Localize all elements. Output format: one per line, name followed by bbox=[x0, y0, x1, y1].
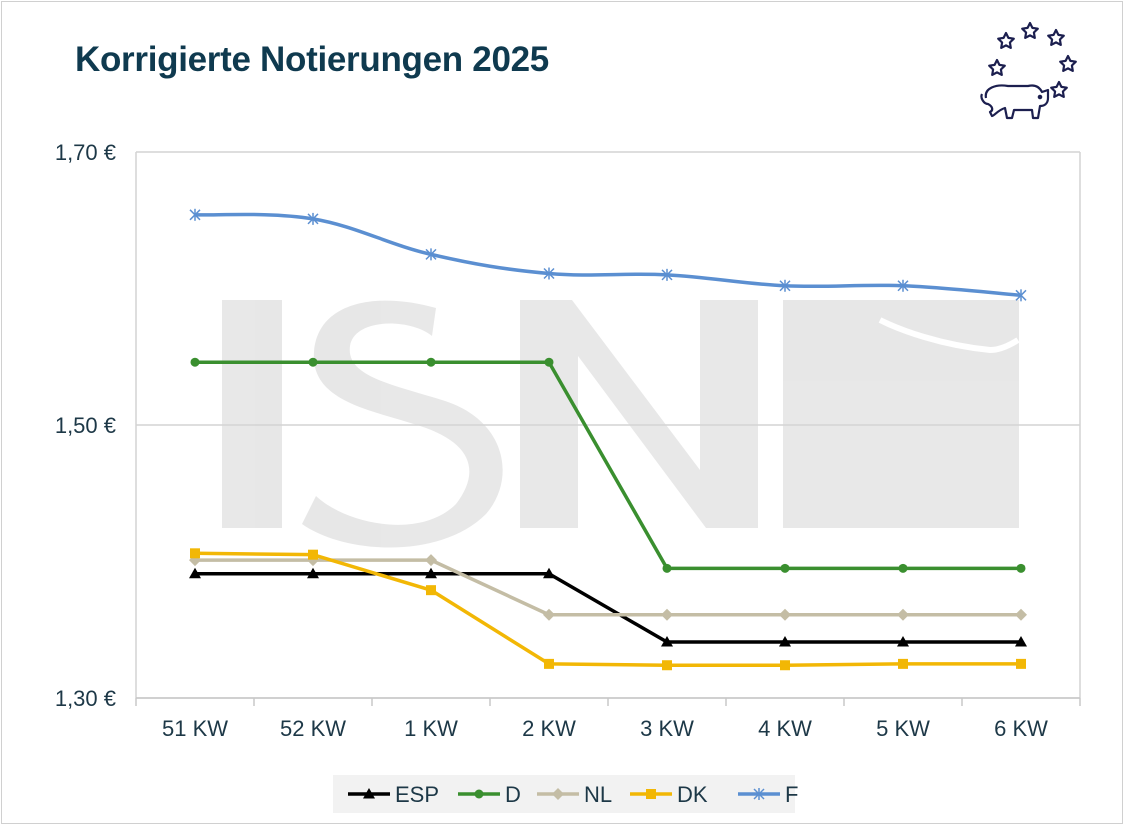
legend-marker-dk bbox=[646, 789, 656, 799]
data-point-dk bbox=[662, 660, 672, 671]
series-line-f bbox=[194, 212, 1022, 298]
data-point-nl bbox=[543, 608, 555, 621]
data-point-d bbox=[426, 357, 436, 367]
pig-stars-logo-icon bbox=[980, 21, 1077, 120]
series-f bbox=[189, 208, 1027, 302]
data-point-nl bbox=[1015, 608, 1027, 621]
series-nl bbox=[189, 554, 1027, 621]
series-line-esp bbox=[195, 572, 1021, 644]
y-tick-label: 1,50 € bbox=[55, 413, 116, 438]
x-tick-label: 4 KW bbox=[758, 716, 812, 741]
y-tick-label: 1,30 € bbox=[55, 686, 116, 711]
data-point-f bbox=[189, 208, 201, 221]
data-point-dk bbox=[898, 658, 908, 669]
x-tick-label: 2 KW bbox=[522, 716, 576, 741]
data-point-f bbox=[661, 268, 673, 281]
data-point-f bbox=[543, 267, 555, 280]
y-tick-label: 1,70 € bbox=[55, 140, 116, 165]
series-dk bbox=[190, 548, 1026, 671]
x-tick-label: 52 KW bbox=[280, 716, 346, 741]
x-tick-label: 6 KW bbox=[994, 716, 1048, 741]
legend-label-f: F bbox=[785, 782, 798, 807]
data-point-nl bbox=[661, 608, 673, 621]
data-point-f bbox=[897, 279, 909, 292]
data-point-esp bbox=[897, 636, 909, 647]
data-point-dk bbox=[190, 548, 200, 559]
x-tick-label: 3 KW bbox=[640, 716, 694, 741]
legend-marker-esp bbox=[363, 788, 375, 799]
legend-label-dk: DK bbox=[677, 782, 708, 807]
data-point-d bbox=[1016, 563, 1026, 573]
chart-title: Korrigierte Notierungen 2025 bbox=[75, 40, 549, 79]
legend-marker-f bbox=[753, 788, 765, 800]
data-point-dk bbox=[308, 549, 318, 560]
data-point-d bbox=[544, 357, 554, 367]
legend-marker-d bbox=[474, 789, 484, 799]
data-point-esp bbox=[1015, 636, 1027, 647]
data-point-esp bbox=[307, 567, 319, 579]
data-point-dk bbox=[1016, 658, 1026, 669]
data-point-esp bbox=[189, 567, 201, 579]
series-line-dk bbox=[194, 551, 1021, 667]
data-point-esp bbox=[661, 636, 673, 647]
isn-watermark bbox=[222, 300, 1020, 548]
legend: ESP D NL DK F bbox=[333, 775, 798, 813]
series-line-d bbox=[195, 360, 1021, 571]
data-point-f bbox=[307, 212, 319, 225]
legend-marker-nl bbox=[552, 788, 564, 800]
data-point-d bbox=[190, 357, 200, 367]
data-point-nl bbox=[425, 554, 437, 567]
series-esp bbox=[189, 567, 1027, 647]
data-point-f bbox=[779, 279, 791, 292]
data-point-d bbox=[780, 563, 790, 573]
x-tick-label: 5 KW bbox=[876, 716, 930, 741]
data-point-dk bbox=[426, 585, 436, 596]
data-point-dk bbox=[780, 660, 790, 671]
x-tick-label: 1 KW bbox=[404, 716, 458, 741]
legend-label-d: D bbox=[505, 782, 521, 807]
data-point-d bbox=[898, 563, 908, 573]
data-point-nl bbox=[779, 608, 791, 621]
data-point-d bbox=[308, 357, 318, 367]
data-point-d bbox=[662, 563, 672, 573]
data-point-nl bbox=[897, 608, 909, 621]
series-d bbox=[190, 357, 1026, 573]
data-point-esp bbox=[779, 636, 791, 647]
legend-label-esp: ESP bbox=[395, 782, 439, 807]
legend-label-nl: NL bbox=[584, 782, 612, 807]
data-point-dk bbox=[544, 658, 554, 669]
data-point-esp bbox=[425, 567, 437, 579]
x-tick-label: 51 KW bbox=[162, 716, 228, 741]
data-point-f bbox=[425, 248, 437, 261]
data-point-f bbox=[1015, 289, 1027, 302]
axes: 1,30 € 1,50 € 1,70 € 51 KW 52 KW 1 KW 2 KW 3 KW… bbox=[55, 140, 1081, 741]
series-group bbox=[189, 208, 1027, 671]
data-point-esp bbox=[543, 567, 555, 579]
